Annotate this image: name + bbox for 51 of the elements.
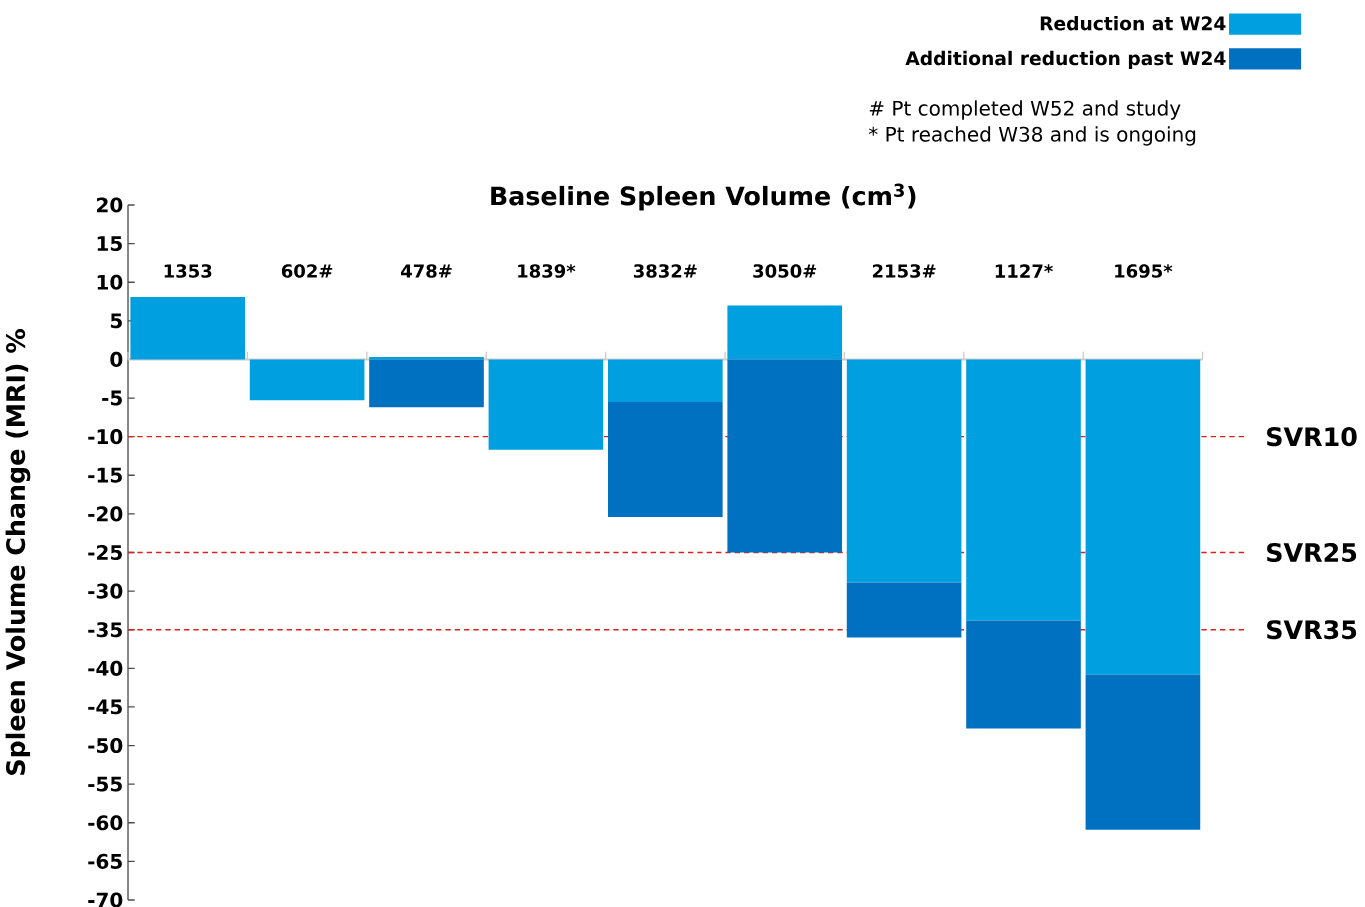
bar [727, 359, 843, 553]
y-tick-label: -55 [88, 776, 122, 792]
bar [249, 359, 365, 401]
y-tick-label: -20 [88, 506, 123, 522]
bar [727, 305, 843, 360]
bar [846, 582, 962, 638]
y-tick-label: 10 [97, 274, 123, 290]
bar [608, 401, 723, 517]
x-tick-label: 1695* [1115, 264, 1173, 278]
ref-line-label: SVR10 [1267, 427, 1357, 447]
x-tick-label: 3832# [633, 264, 697, 278]
x-tick-label: 3050# [753, 264, 817, 278]
chart-title: Baseline Spleen Volume (cm$^{3}$) [491, 183, 916, 211]
bar [1085, 359, 1201, 675]
bar [130, 296, 246, 360]
y-tick-label: -70 [88, 892, 123, 907]
bar [846, 359, 962, 583]
ref-line-label: SVR35 [1267, 620, 1357, 640]
legend-label: Additional reduction past W24 [905, 50, 1226, 69]
text: * Pt reached W38 and is ongoing [868, 126, 1196, 146]
y-tick-label: -15 [88, 467, 122, 483]
bar [369, 359, 484, 408]
y-tick-label: 15 [97, 236, 122, 252]
y-tick-label: -65 [88, 853, 122, 869]
y-tick-label: -5 [102, 390, 122, 406]
x-tick-label: 2153# [872, 264, 936, 278]
bar [608, 359, 723, 402]
y-axis-title: Spleen Volume Change (MRI) % [5, 329, 31, 775]
x-tick-label: 1353 [164, 264, 212, 278]
x-tick-label: 1839* [518, 264, 576, 278]
y-tick-label: -30 [88, 583, 123, 599]
y-tick-label: -40 [88, 660, 123, 676]
text: # Pt completed W52 and study [869, 100, 1181, 120]
x-tick-label: 1127* [995, 264, 1053, 278]
y-tick-label: 20 [97, 197, 123, 213]
bar [966, 620, 1081, 729]
x-tick-label: 478# [401, 264, 452, 278]
bar [966, 359, 1081, 621]
bar [1085, 674, 1201, 830]
bar [488, 359, 604, 450]
y-tick-label: 5 [110, 313, 122, 329]
y-tick-label: -50 [88, 737, 123, 754]
y-tick-label: -45 [88, 699, 122, 715]
ref-line-label: SVR25 [1267, 542, 1357, 563]
y-tick-label: -10 [88, 429, 123, 445]
y-tick-label: 0 [110, 351, 123, 368]
y-tick-label: -35 [88, 622, 122, 638]
legend-label: Reduction at W24 [1040, 16, 1226, 31]
y-tick-label: -60 [88, 815, 123, 831]
x-tick-label: 602# [281, 264, 333, 278]
y-tick-label: -25 [88, 544, 122, 561]
